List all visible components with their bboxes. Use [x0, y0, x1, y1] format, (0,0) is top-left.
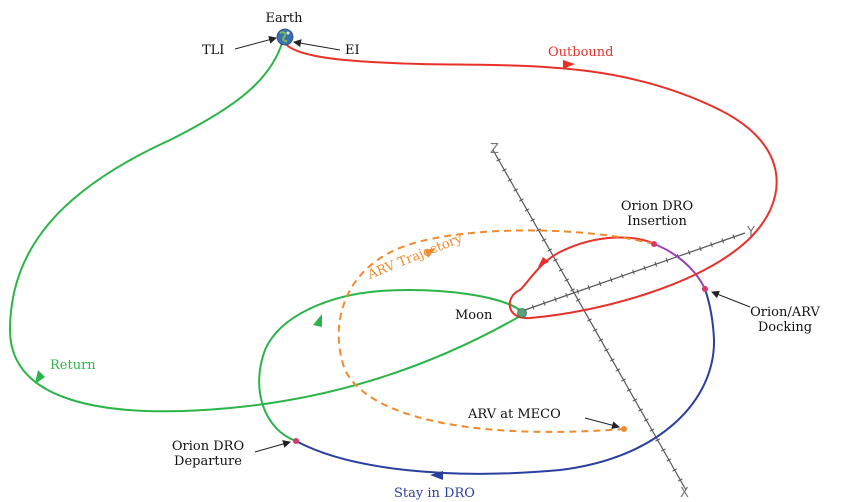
dro-green-arc: [258, 289, 523, 442]
departure-pointer: [254, 440, 291, 453]
axis-tick: [598, 338, 604, 342]
axis-tick: [677, 478, 683, 482]
orion-dro-insertion-label-line1: Orion DRO: [621, 199, 693, 214]
axis-tick: [592, 328, 598, 332]
axis-tick: [649, 428, 655, 432]
ei-pointer: [293, 39, 341, 51]
axis-tick: [558, 268, 564, 272]
axis-tick: [721, 238, 724, 244]
meco-marker: [621, 426, 627, 432]
axis-tick: [660, 448, 666, 452]
axis-tick: [609, 277, 613, 283]
axis-tick: [587, 318, 592, 322]
axis-tick: [553, 258, 558, 262]
orion-dro-departure-label-line1: Orion DRO: [172, 439, 244, 454]
axis-tick: [626, 388, 632, 392]
axis-tick: [570, 288, 575, 292]
docking-marker: [702, 286, 708, 292]
outbound-arrow-icon: [563, 60, 575, 69]
axis-tick: [732, 234, 736, 240]
meco-pointer: [584, 417, 620, 430]
axis-tick: [513, 188, 519, 192]
outbound-label: Outbound: [548, 45, 613, 60]
axis-tick: [621, 378, 626, 382]
return-label: Return: [50, 358, 96, 373]
dro-departure-marker: [293, 438, 299, 444]
axis-tick: [587, 285, 591, 291]
axis-tick: [518, 198, 524, 202]
orion-arv-docking-label-line1: Orion/ARV: [750, 305, 820, 320]
axis-tick: [699, 246, 702, 252]
stay-in-dro-label: Stay in DRO: [394, 486, 475, 501]
docking-segment: [653, 243, 706, 290]
axis-tick: [496, 158, 502, 162]
axis-tick: [530, 218, 536, 222]
axis-tick: [609, 358, 615, 362]
axis-tick: [672, 468, 678, 472]
y-axis-label: Y: [746, 225, 755, 240]
axis-tick: [621, 273, 624, 279]
tli-label: TLI: [202, 43, 224, 58]
axis-tick: [598, 281, 602, 287]
ei-label: EI: [345, 43, 360, 58]
orion-arv-docking-label-line2: Docking: [758, 320, 812, 335]
dro-arc-arrow-icon: [313, 314, 322, 327]
stay-in-dro-arrow-icon: [430, 471, 443, 480]
axis-tick: [632, 269, 635, 275]
axis-tick: [654, 261, 658, 267]
moon-label: Moon: [455, 308, 493, 323]
axis-tick: [655, 438, 661, 442]
arv-at-meco-label: ARV at MECO: [467, 407, 561, 422]
orion-dro-departure-label-line2: Departure: [174, 454, 242, 469]
axis-tick: [564, 278, 570, 282]
axis-tick: [576, 288, 580, 295]
axis-tick: [547, 248, 553, 252]
axis-tick: [665, 257, 669, 263]
arv-trajectory: [337, 229, 655, 433]
axis-tick: [565, 292, 568, 298]
orion-dro-insertion-label-line2: Insertion: [627, 214, 687, 229]
axis-tick: [710, 242, 713, 248]
axis-tick: [687, 249, 691, 256]
coordinate-axes: Z Y X: [490, 142, 755, 501]
arv-trajectory-arrow-icon: [425, 248, 436, 258]
axis-tick: [524, 208, 530, 212]
axis-tick: [541, 238, 547, 242]
return-trajectory: [8, 39, 523, 413]
axis-ticks: [496, 158, 736, 482]
dro-insertion-marker: [651, 241, 657, 247]
axis-tick: [632, 398, 638, 402]
axis-tick: [543, 300, 546, 306]
axis-tick: [507, 178, 513, 182]
arv-trajectory-label: ARV Trajectory: [365, 231, 465, 283]
insertion-arrow-icon: [538, 257, 549, 267]
axis-tick: [643, 265, 646, 271]
z-axis-label: Z: [490, 142, 499, 157]
axis-tick: [501, 168, 507, 172]
axis-tick: [666, 458, 672, 462]
axis-tick: [554, 296, 557, 302]
earth-label: Earth: [265, 11, 303, 26]
earth-icon: [276, 28, 294, 46]
stay-in-dro-trajectory: [295, 288, 716, 475]
moon-icon: [517, 308, 527, 318]
axis-tick: [535, 228, 541, 232]
docking-pointer: [711, 290, 751, 308]
tli-pointer: [234, 35, 277, 50]
axis-tick: [531, 304, 535, 310]
return-arrow-icon: [35, 370, 45, 384]
outbound-trajectory: [282, 39, 778, 320]
axis-tick: [638, 408, 644, 412]
axis-tick: [615, 368, 621, 372]
axis-tick: [604, 348, 609, 352]
axis-tick: [575, 298, 581, 302]
axis-tick: [643, 418, 649, 422]
x-axis-label: X: [680, 486, 689, 501]
